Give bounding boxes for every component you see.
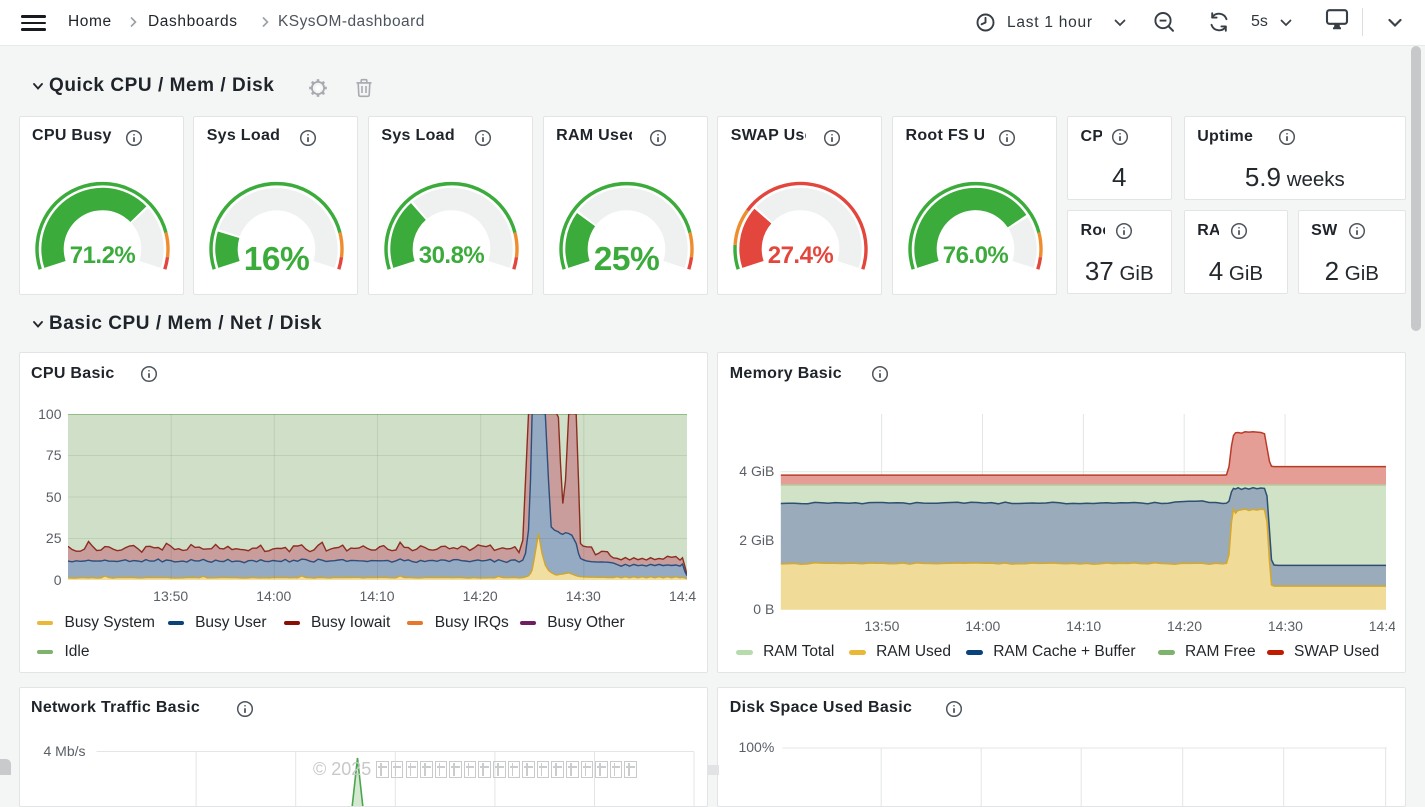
svg-text:30.8%: 30.8% <box>419 242 485 269</box>
svg-text:27.4%: 27.4% <box>768 242 834 269</box>
svg-text:16%: 16% <box>244 241 310 278</box>
svg-text:25%: 25% <box>593 241 659 278</box>
svg-text:71.2%: 71.2% <box>69 242 135 269</box>
svg-text:76.0%: 76.0% <box>943 242 1009 269</box>
